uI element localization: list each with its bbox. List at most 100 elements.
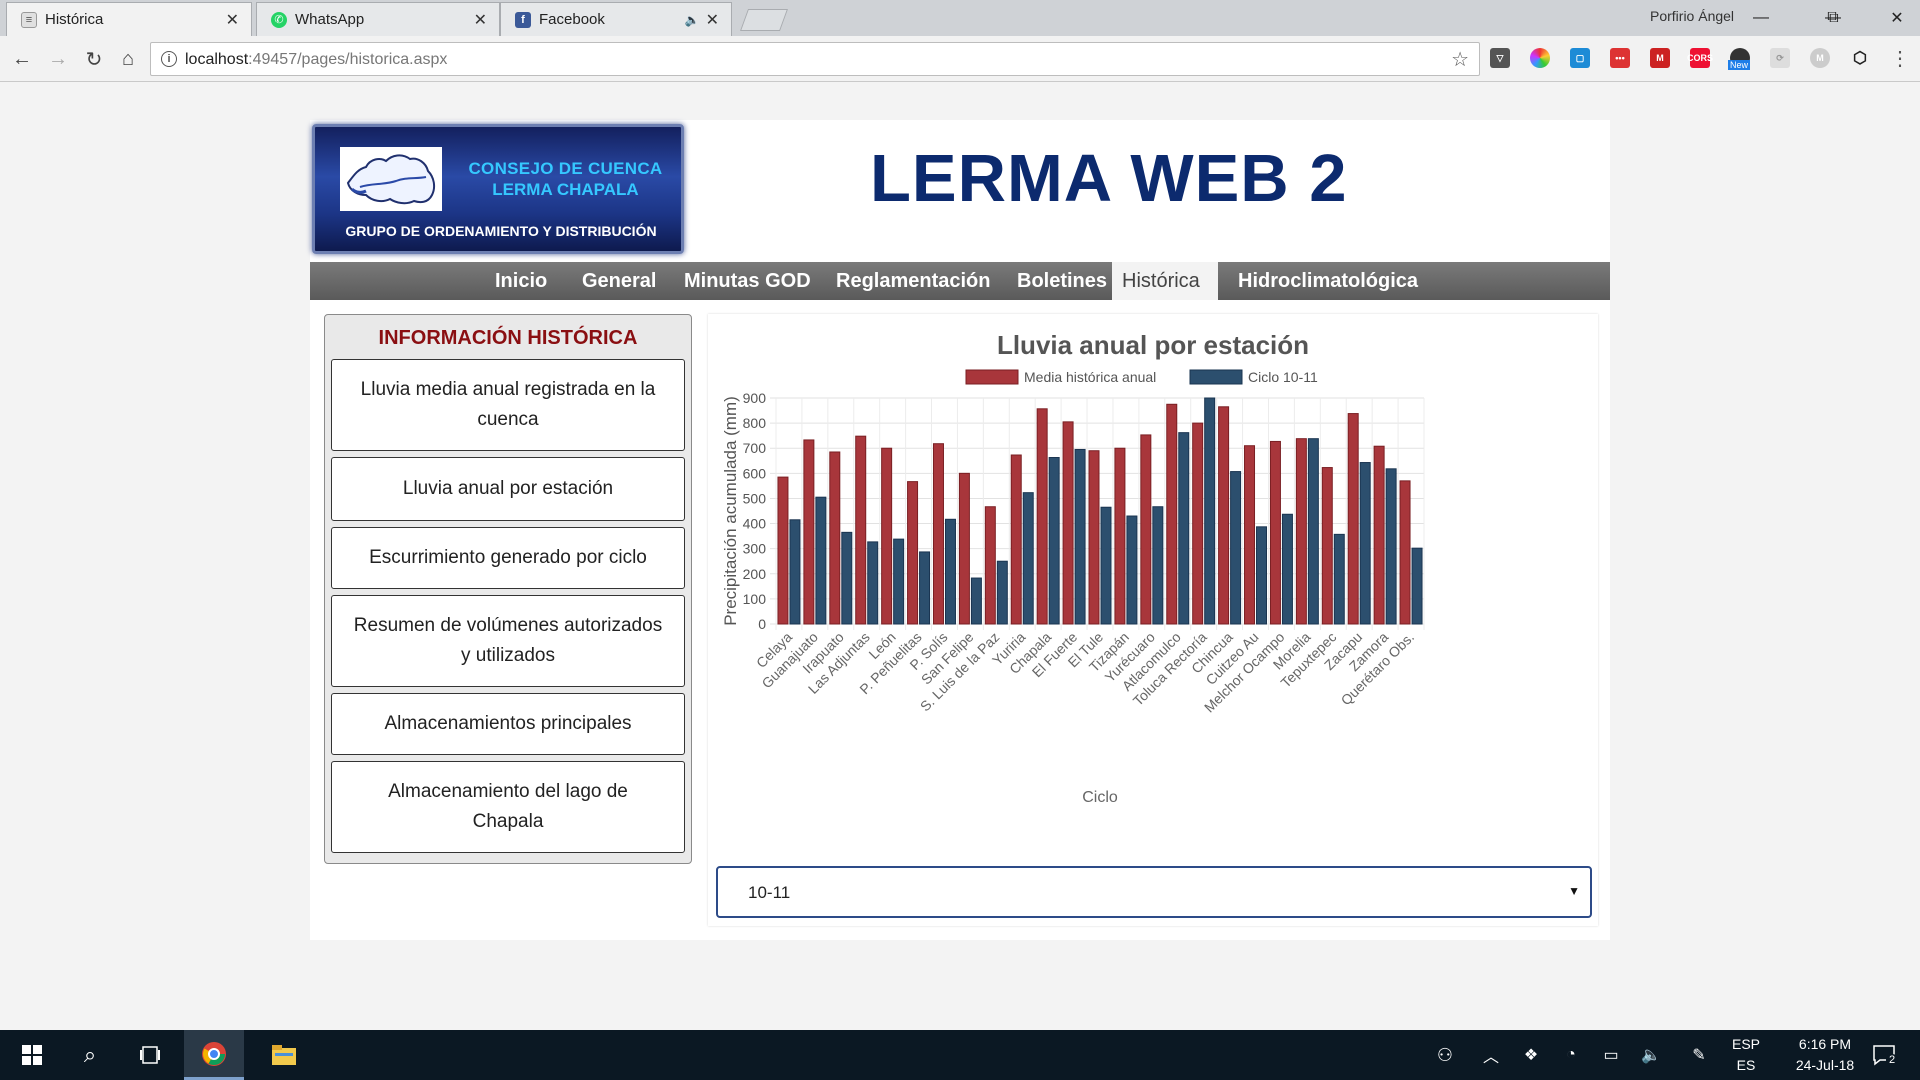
clock-date[interactable]: 24-Jul-18 [1795, 1057, 1855, 1073]
bar-ciclo [919, 551, 931, 625]
extension-m-icon[interactable]: M [1650, 48, 1670, 68]
bar-ciclo [1359, 462, 1371, 625]
url-text[interactable]: localhost:49457/pages/historica.aspx [185, 51, 447, 69]
bar-media [1321, 467, 1333, 625]
close-icon[interactable]: ✕ [473, 11, 487, 29]
dropbox-icon[interactable]: ❖ [1523, 1047, 1539, 1064]
legend-swatch-ciclo [1189, 369, 1243, 385]
language-top[interactable]: ESP [1731, 1036, 1760, 1052]
page-icon: ≡ [21, 11, 37, 28]
bar-media [1036, 408, 1048, 625]
bar-media [1140, 434, 1152, 625]
whatsapp-icon: ✆ [271, 11, 287, 28]
bar-ciclo [815, 496, 827, 625]
menu-item-boletines[interactable]: Boletines [1017, 270, 1108, 292]
windows-start-icon[interactable] [10, 1030, 54, 1080]
menu-item-minutas-god[interactable]: Minutas GOD [684, 270, 811, 292]
minimize-button[interactable]: — [1753, 9, 1769, 26]
y-tick-label: 500 [743, 490, 767, 506]
cycle-select[interactable]: 10-11 ▼ [716, 866, 1592, 918]
clock-time[interactable]: 6:16 PM [1798, 1036, 1852, 1052]
forward-icon[interactable]: → [48, 47, 68, 70]
chart-title: Lluvia anual por estación [996, 330, 1310, 360]
restore-button[interactable]: ⧉ [1827, 9, 1839, 26]
extension-new-icon[interactable]: New [1728, 48, 1751, 70]
browser-tab-strip: ≡ Histórica ✕ ✆ WhatsApp ✕ f Facebook 🔈 … [0, 0, 1920, 36]
bar-ciclo [1333, 533, 1345, 625]
y-tick-label: 100 [743, 591, 767, 607]
extension-dots-icon[interactable]: ••• [1610, 48, 1630, 68]
menu-item-reglamentacion[interactable]: Reglamentación [836, 270, 991, 292]
bar-media [1399, 480, 1411, 625]
battery-icon[interactable]: ▭ [1603, 1047, 1619, 1064]
home-icon[interactable]: ⌂ [121, 47, 135, 70]
bar-ciclo [789, 519, 801, 625]
volume-icon[interactable]: 🔈 [1641, 1047, 1661, 1064]
sidebar-item-lluvia-media[interactable]: Lluvia media anual registrada en la cuen… [331, 359, 685, 451]
facebook-icon: f [515, 11, 531, 28]
file-explorer-icon[interactable] [254, 1030, 314, 1080]
cube-icon[interactable]: ⬡ [1853, 50, 1867, 67]
bar-ciclo [1100, 506, 1112, 625]
menu-item-hidroclimatologica[interactable]: Hidroclimatológica [1238, 270, 1419, 292]
pocket-icon[interactable]: ▽ [1490, 48, 1510, 68]
close-icon[interactable]: ✕ [705, 11, 719, 29]
bar-ciclo [1281, 513, 1293, 625]
pen-icon[interactable]: ✎ [1692, 1047, 1706, 1064]
minimize-icon[interactable]: — [1825, 9, 1841, 26]
people-icon[interactable]: ⚇ [1436, 1044, 1454, 1065]
language-bottom[interactable]: ES [1736, 1057, 1756, 1073]
bar-ciclo [893, 538, 905, 625]
bar-ciclo [1048, 457, 1060, 625]
notifications-icon[interactable]: 2 [1864, 1030, 1904, 1080]
bar-media [1010, 454, 1022, 625]
task-view-icon[interactable] [128, 1030, 172, 1080]
chevron-up-icon[interactable]: ︿ [1482, 1049, 1499, 1066]
sidebar-item-almacenamientos[interactable]: Almacenamientos principales [331, 693, 685, 755]
tab-title: WhatsApp [295, 11, 365, 28]
bar-ciclo [1022, 492, 1034, 625]
close-window-button[interactable]: ✕ [1890, 10, 1904, 27]
tab-historica[interactable]: ≡ Histórica ✕ [6, 2, 252, 36]
sidebar-item-resumen-volumenes[interactable]: Resumen de volúmenes autorizados y utili… [331, 595, 685, 687]
back-icon[interactable]: ← [12, 47, 32, 70]
color-picker-icon[interactable] [1530, 48, 1550, 68]
menu-item-historica[interactable]: Histórica [1112, 262, 1218, 300]
y-tick-label: 400 [743, 516, 767, 532]
speaker-mute-icon[interactable]: 🔈 [684, 12, 700, 27]
close-icon[interactable]: ✕ [225, 11, 239, 29]
bookmark-star-icon[interactable]: ☆ [1451, 49, 1469, 71]
bar-ciclo [970, 577, 982, 625]
logo-line-1: CONSEJO DE CUENCA [468, 159, 663, 178]
extension-blue-icon[interactable]: ▢ [1570, 48, 1590, 68]
main-menu: Inicio General Minutas GOD Reglamentació… [310, 262, 1610, 300]
new-tab-button[interactable] [739, 9, 789, 31]
sidebar-item-escurrimiento[interactable]: Escurrimiento generado por ciclo [331, 527, 685, 589]
browser-menu-icon[interactable]: ⋮ [1890, 48, 1910, 70]
address-bar[interactable]: i localhost:49457/pages/historica.aspx ☆ [150, 42, 1480, 76]
extension-grey-icon[interactable]: ⟳ [1770, 48, 1790, 68]
tab-whatsapp[interactable]: ✆ WhatsApp ✕ [256, 2, 500, 36]
y-tick-label: 900 [743, 390, 767, 406]
chevron-down-icon: ▼ [1568, 884, 1580, 898]
bar-media [1192, 422, 1204, 625]
extension-m-grey-icon[interactable]: M [1810, 48, 1830, 68]
cycle-select-value: 10-11 [748, 883, 791, 902]
bar-media [1166, 403, 1178, 625]
menu-item-inicio[interactable]: Inicio [495, 270, 548, 292]
y-tick-label: 600 [743, 465, 767, 481]
notification-count: 2 [1886, 1054, 1899, 1066]
sidebar-item-lluvia-estacion[interactable]: Lluvia anual por estación [331, 457, 685, 521]
chrome-taskbar-icon[interactable] [184, 1030, 244, 1080]
tab-facebook[interactable]: f Facebook 🔈 ✕ [500, 2, 732, 36]
cors-icon[interactable]: CORS [1687, 48, 1713, 68]
wifi-icon[interactable]: ◔ [1566, 1046, 1576, 1063]
consejo-logo[interactable]: CONSEJO DE CUENCA LERMA CHAPALA GRUPO DE… [312, 124, 684, 254]
reload-icon[interactable]: ↻ [85, 48, 103, 71]
sidebar-item-lago-chapala[interactable]: Almacenamiento del lago de Chapala [331, 761, 685, 853]
menu-item-general[interactable]: General [582, 270, 657, 292]
bar-media [1295, 438, 1307, 625]
info-icon[interactable]: i [161, 51, 177, 67]
search-icon[interactable]: ⌕ [83, 1042, 97, 1067]
profile-name[interactable]: Porfirio Ángel [1650, 8, 1735, 24]
